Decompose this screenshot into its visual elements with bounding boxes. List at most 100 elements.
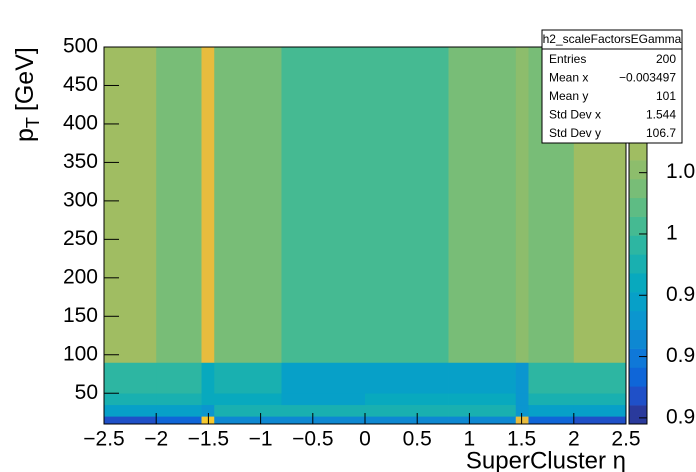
cell bbox=[156, 47, 202, 363]
x-tick-label: −0.5 bbox=[292, 428, 333, 451]
stats-label: Mean x bbox=[549, 71, 588, 85]
colorbar-band bbox=[629, 273, 647, 293]
z-tick-label: 1 bbox=[666, 222, 678, 245]
cell bbox=[448, 404, 517, 417]
cell bbox=[156, 362, 202, 394]
y-axis-title: pT [GeV] bbox=[11, 47, 43, 142]
stats-value: −0.003497 bbox=[619, 71, 676, 85]
cell bbox=[448, 393, 517, 406]
colorbar-band bbox=[629, 367, 647, 387]
x-tick-label: −2 bbox=[144, 428, 168, 451]
stats-label: Entries bbox=[549, 52, 586, 66]
y-tick-label: 400 bbox=[63, 111, 98, 134]
cell bbox=[104, 362, 157, 394]
colorbar-band bbox=[629, 386, 647, 406]
x-tick-label: 1 bbox=[464, 428, 476, 451]
cell bbox=[281, 47, 366, 363]
stats-label: Mean y bbox=[549, 89, 588, 103]
stats-value: 1.544 bbox=[646, 108, 676, 122]
cell bbox=[201, 47, 215, 363]
cell bbox=[515, 393, 529, 406]
cell bbox=[214, 393, 282, 406]
x-tick-label: 2.5 bbox=[611, 428, 640, 451]
z-tick-label: 0.9 bbox=[666, 405, 695, 428]
cell bbox=[104, 404, 157, 417]
cell bbox=[156, 416, 202, 425]
colorbar-band bbox=[629, 216, 647, 236]
y-axis-title-main: p bbox=[11, 128, 39, 142]
cell bbox=[104, 47, 157, 363]
colorbar-band bbox=[629, 197, 647, 217]
cell bbox=[573, 404, 627, 417]
colorbar-band bbox=[629, 405, 647, 425]
stats-value: 200 bbox=[656, 52, 676, 66]
cell bbox=[156, 393, 202, 406]
colorbar-band bbox=[629, 329, 647, 349]
y-axis-title-sub: T bbox=[23, 117, 43, 128]
y-tick-label: 150 bbox=[63, 304, 98, 327]
cell bbox=[528, 404, 575, 417]
cell bbox=[528, 362, 575, 394]
cell bbox=[201, 362, 215, 394]
z-tick-label: 0.9 bbox=[666, 344, 695, 367]
y-tick-label: 500 bbox=[63, 35, 98, 58]
y-tick-label: 100 bbox=[63, 342, 98, 365]
x-tick-label: −2.5 bbox=[83, 428, 124, 451]
cell bbox=[365, 393, 449, 406]
cell bbox=[573, 393, 627, 406]
cell bbox=[104, 416, 157, 425]
cell bbox=[214, 362, 282, 394]
cell bbox=[201, 404, 215, 417]
cell bbox=[515, 404, 529, 417]
cell bbox=[448, 416, 517, 425]
colorbar-band bbox=[629, 160, 647, 180]
colorbar-band bbox=[629, 141, 647, 161]
x-tick-label: 0.5 bbox=[403, 428, 432, 451]
cell bbox=[201, 393, 215, 406]
cell bbox=[573, 362, 627, 394]
cell bbox=[573, 416, 627, 425]
stats-label: Std Dev x bbox=[549, 108, 601, 122]
z-tick-label: 0.9 bbox=[666, 283, 695, 306]
y-tick-label: 450 bbox=[63, 73, 98, 96]
cell bbox=[528, 416, 575, 425]
z-tick-label: 1.0 bbox=[666, 160, 695, 183]
stats-value: 101 bbox=[656, 89, 676, 103]
y-tick-label: 200 bbox=[63, 265, 98, 288]
cell bbox=[104, 393, 157, 406]
cell bbox=[448, 362, 517, 394]
x-axis-title: SuperCluster η bbox=[466, 447, 626, 472]
y-tick-label: 350 bbox=[63, 150, 98, 173]
cell bbox=[214, 404, 282, 417]
cell bbox=[281, 393, 366, 406]
cell bbox=[281, 362, 366, 394]
stats-value: 106.7 bbox=[646, 126, 676, 140]
cell bbox=[281, 404, 366, 417]
x-tick-label: −1.5 bbox=[188, 428, 229, 451]
cell bbox=[214, 47, 282, 363]
cell bbox=[365, 404, 449, 417]
colorbar-band bbox=[629, 235, 647, 255]
cell bbox=[515, 47, 529, 363]
cell bbox=[365, 362, 449, 394]
stats-label: Std Dev y bbox=[549, 126, 601, 140]
cell bbox=[365, 47, 449, 363]
x-tick-label: 1.5 bbox=[507, 428, 536, 451]
cell bbox=[156, 404, 202, 417]
stats-title: h2_scaleFactorsEGamma bbox=[543, 32, 682, 46]
cell bbox=[528, 393, 575, 406]
cell bbox=[515, 416, 529, 425]
colorbar-band bbox=[629, 254, 647, 274]
y-axis-title-rest: [GeV] bbox=[11, 47, 39, 111]
x-tick-label: 2 bbox=[568, 428, 580, 451]
colorbar-band bbox=[629, 178, 647, 199]
y-tick-label: 300 bbox=[63, 188, 98, 211]
cell bbox=[448, 47, 517, 363]
cell bbox=[281, 416, 366, 425]
cell bbox=[214, 416, 282, 425]
colorbar-band bbox=[629, 292, 647, 312]
stats-box: h2_scaleFactorsEGamma Entries 200 Mean x −0… bbox=[541, 29, 683, 144]
y-tick-label: 50 bbox=[75, 381, 98, 404]
x-tick-label: −1 bbox=[249, 428, 273, 451]
